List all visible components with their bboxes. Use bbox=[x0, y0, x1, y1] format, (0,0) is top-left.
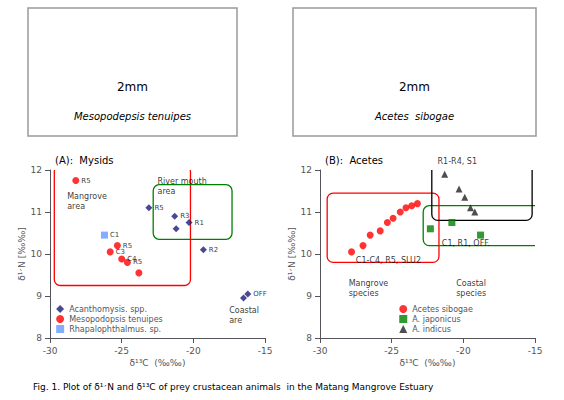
svg-text:-20: -20 bbox=[456, 346, 471, 356]
svg-text:R5: R5 bbox=[154, 204, 163, 212]
svg-text:δ¹³C (‰‰): δ¹³C (‰‰) bbox=[130, 358, 186, 368]
svg-text:area: area bbox=[67, 202, 85, 211]
svg-text:-20: -20 bbox=[186, 346, 201, 356]
svg-text:Mangrove: Mangrove bbox=[349, 279, 389, 288]
svg-text:12: 12 bbox=[31, 165, 42, 175]
svg-text:area: area bbox=[158, 187, 176, 196]
svg-text:Acetes sibogae: Acetes sibogae bbox=[412, 305, 473, 314]
svg-text:12: 12 bbox=[301, 165, 312, 175]
svg-text:2mm: 2mm bbox=[117, 80, 148, 94]
svg-text:9: 9 bbox=[36, 291, 42, 301]
svg-text:R1: R1 bbox=[195, 219, 204, 227]
svg-text:species: species bbox=[456, 289, 486, 298]
svg-text:R5: R5 bbox=[133, 258, 142, 266]
svg-text:Acanthomysis. spp.: Acanthomysis. spp. bbox=[69, 305, 147, 314]
svg-text:Acetes sibogae: Acetes sibogae bbox=[374, 111, 454, 122]
svg-text:A. indicus: A. indicus bbox=[412, 325, 451, 334]
svg-text:10: 10 bbox=[301, 249, 313, 259]
svg-text:C3: C3 bbox=[115, 247, 125, 256]
svg-text:Coastal: Coastal bbox=[229, 306, 259, 315]
svg-text:-25: -25 bbox=[114, 346, 129, 356]
svg-text:δ¹³C (‰‰): δ¹³C (‰‰) bbox=[400, 358, 456, 368]
svg-text:species: species bbox=[349, 289, 379, 298]
svg-text:C1, R1, OFF.: C1, R1, OFF. bbox=[442, 239, 490, 248]
svg-text:C1-C4, R5, SLU2: C1-C4, R5, SLU2 bbox=[356, 256, 421, 265]
svg-text:(A): Mysids: (A): Mysids bbox=[55, 155, 113, 166]
svg-text:C1: C1 bbox=[110, 231, 119, 239]
svg-text:8: 8 bbox=[306, 333, 312, 343]
svg-text:River mouth: River mouth bbox=[158, 177, 207, 186]
svg-text:R5: R5 bbox=[123, 242, 132, 250]
svg-text:9: 9 bbox=[306, 291, 312, 301]
svg-text:-25: -25 bbox=[384, 346, 399, 356]
svg-text:8: 8 bbox=[36, 333, 42, 343]
svg-text:(B): Acetes: (B): Acetes bbox=[325, 155, 383, 166]
svg-text:R1-R4, S1: R1-R4, S1 bbox=[438, 157, 477, 166]
svg-text:Mesopodepsis tenuipes: Mesopodepsis tenuipes bbox=[74, 111, 191, 122]
svg-text:R5: R5 bbox=[81, 177, 90, 185]
svg-text:10: 10 bbox=[31, 249, 43, 259]
svg-text:2mm: 2mm bbox=[399, 80, 430, 94]
svg-text:δ¹׳N [‰‰]: δ¹׳N [‰‰] bbox=[287, 227, 297, 281]
svg-text:are: are bbox=[229, 316, 242, 325]
svg-text:-30: -30 bbox=[43, 346, 58, 356]
svg-text:R3: R3 bbox=[180, 212, 189, 220]
svg-text:11: 11 bbox=[301, 207, 312, 217]
svg-text:Mangrove: Mangrove bbox=[67, 192, 107, 201]
svg-text:OFF: OFF bbox=[253, 290, 267, 298]
svg-text:Coastal: Coastal bbox=[456, 279, 486, 288]
svg-text:-15: -15 bbox=[528, 346, 543, 356]
svg-text:11: 11 bbox=[31, 207, 42, 217]
svg-text:A. japonicus: A. japonicus bbox=[412, 315, 460, 324]
svg-text:-30: -30 bbox=[313, 346, 328, 356]
svg-text:-15: -15 bbox=[258, 346, 273, 356]
svg-text:Mesopodopsis tenuipes: Mesopodopsis tenuipes bbox=[69, 315, 163, 324]
svg-text:Rhapalophthalmus. sp.: Rhapalophthalmus. sp. bbox=[69, 325, 161, 334]
svg-text:Fig. 1. Plot of δ¹׳N and δ¹³C: Fig. 1. Plot of δ¹׳N and δ¹³C of prey cr… bbox=[33, 382, 434, 392]
svg-text:δ¹׳N [‰‰]: δ¹׳N [‰‰] bbox=[17, 227, 27, 281]
svg-text:R2: R2 bbox=[209, 246, 218, 254]
